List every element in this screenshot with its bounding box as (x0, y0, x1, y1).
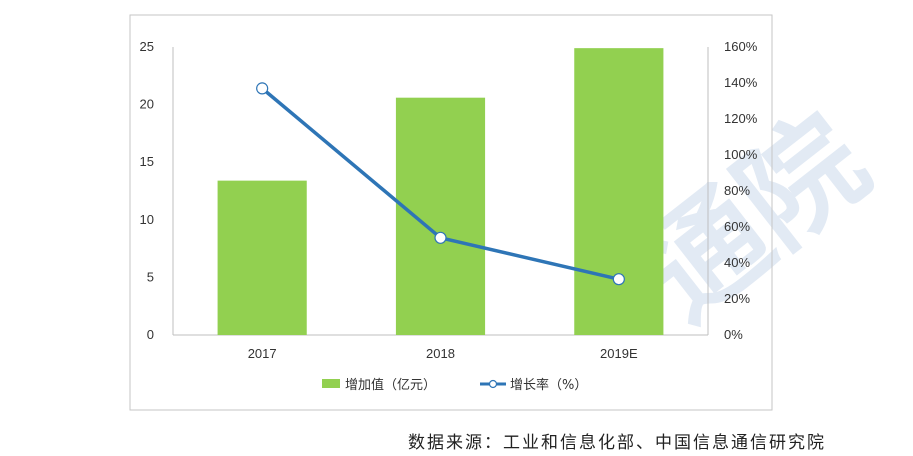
y-right-tick-label: 120% (724, 111, 758, 126)
y-left-tick-label: 10 (140, 212, 154, 227)
line-series (256, 82, 625, 286)
x-tick-label: 2019E (600, 346, 638, 361)
y-left-tick-label: 25 (140, 39, 154, 54)
x-tick-label: 2017 (248, 346, 277, 361)
axes: 0 5 10 15 20 25 0% 20% 40% 60% 80% 100% 120% 140% 160%… (140, 39, 758, 361)
legend: 增加值（亿元） 增长率（%） (322, 377, 587, 393)
y-right-tick-label: 140% (724, 75, 758, 90)
y-left-tick-label: 0 (147, 327, 154, 342)
y-right-tick-label: 40% (724, 255, 750, 270)
y-right-tick-label: 100% (724, 147, 758, 162)
y-left-tick-label: 15 (140, 154, 154, 169)
y-right-tick-label: 80% (724, 183, 750, 198)
y-right-tick-label: 0% (724, 327, 743, 342)
line-point (612, 273, 625, 286)
bar (574, 48, 664, 335)
legend-label-bar: 增加值（亿元） (345, 377, 436, 393)
legend-swatch-bar (322, 379, 340, 388)
y-right-tick-label: 60% (724, 219, 750, 234)
chart-border (129, 14, 773, 411)
line-point (256, 82, 269, 95)
legend-swatch-marker (488, 379, 498, 389)
y-left-tick-label: 20 (140, 97, 154, 112)
bar (395, 97, 486, 335)
x-tick-label: 2018 (426, 346, 455, 361)
bar-series (217, 48, 664, 335)
legend-label-line: 增长率（%） (510, 377, 587, 393)
y-right-tick-label: 160% (724, 39, 758, 54)
y-left-tick-label: 5 (147, 269, 154, 284)
source-note: 数据来源：工业和信息化部、中国信息通信研究院 (408, 433, 826, 453)
line-point (434, 231, 447, 244)
y-right-tick-label: 20% (724, 291, 750, 306)
bar (217, 180, 307, 335)
